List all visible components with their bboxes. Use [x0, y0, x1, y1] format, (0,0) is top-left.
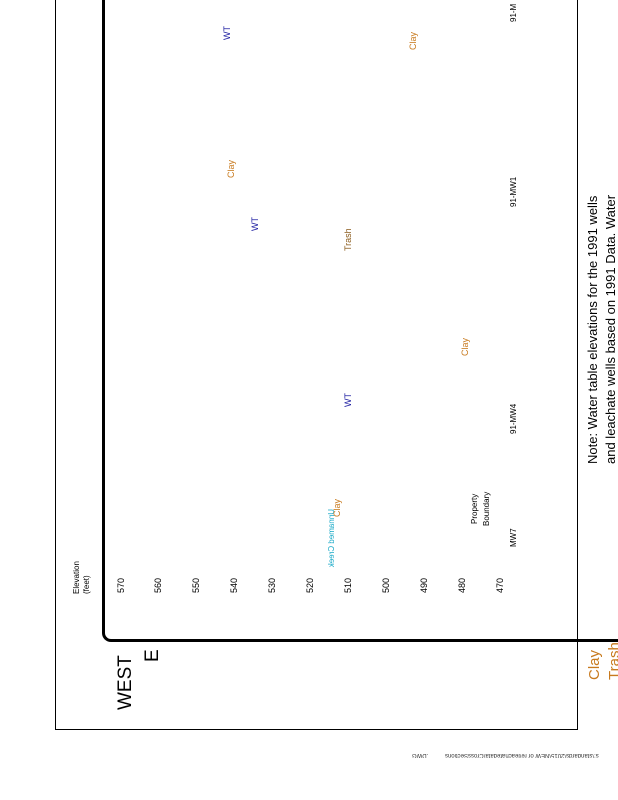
trash-label: Trash: [343, 228, 353, 251]
elevation-tick: 480: [457, 577, 467, 593]
property-boundary-label-1: Property: [470, 493, 479, 524]
water-table-label: WT: [343, 393, 353, 407]
sheet-frame-right: [577, 0, 578, 730]
legend-trash: Trash: [606, 642, 618, 680]
elevation-tick: 570: [116, 577, 126, 593]
elevation-tick: 560: [153, 577, 163, 593]
footer-file-ext: .DWG: [412, 752, 429, 758]
west-label: WEST: [115, 655, 136, 710]
well-label-mw7: MW7: [509, 528, 518, 547]
elevation-tick: 510: [343, 577, 353, 593]
creek-label: Unnamed Creek: [327, 509, 336, 568]
water-table-label: WT: [222, 26, 232, 40]
legend-clay: Clay: [586, 649, 603, 680]
elevation-tick: 540: [229, 577, 239, 593]
clay-label: Clay: [226, 159, 236, 178]
sheet-frame-bottom: [55, 729, 578, 730]
elevation-tick: 530: [267, 577, 277, 593]
elevation-tick: 550: [191, 577, 201, 593]
elevation-tick: 490: [419, 577, 429, 593]
footer-file-path: s:\standards\2015\NEW or re\leachatedata…: [445, 752, 599, 758]
note-line-2: and leachate wells based on 1991 Data. W…: [603, 194, 618, 464]
clay-label: Clay: [460, 337, 470, 356]
water-table-label: WT: [250, 217, 260, 231]
elevation-tick: 520: [305, 577, 315, 593]
axis-title-line2: (feet): [82, 575, 91, 594]
well-label-91-mw4: 91-MW4: [509, 403, 518, 434]
property-boundary-label-2: Boundary: [482, 491, 491, 526]
clay-label: Clay: [408, 31, 418, 50]
well-label-91-mw1: 91-MW1: [509, 176, 518, 207]
plot-frame: [102, 0, 618, 642]
sheet-frame-left: [55, 0, 56, 730]
note-line-1: Note: Water table elevations for the 199…: [585, 195, 600, 464]
axis-title-line1: Elevation: [72, 561, 81, 594]
clay-label: Clay: [332, 498, 342, 517]
well-label-91-m-partial: 91-M: [509, 3, 518, 22]
east-label-partial: E: [142, 649, 163, 662]
elevation-tick: 470: [495, 577, 505, 593]
elevation-tick: 500: [381, 577, 391, 593]
